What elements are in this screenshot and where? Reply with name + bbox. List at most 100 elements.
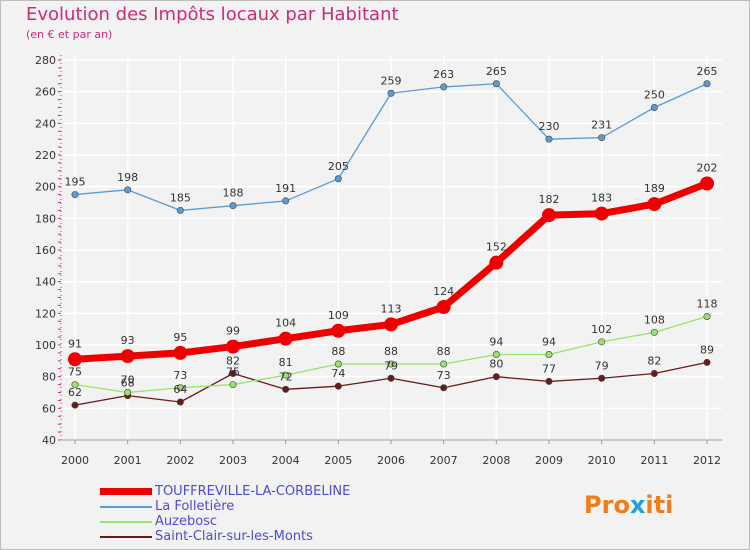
data-point bbox=[492, 80, 500, 88]
data-point bbox=[703, 358, 711, 366]
legend-item: TOUFFREVILLE-LA-CORBELINE bbox=[100, 484, 400, 499]
data-point bbox=[545, 350, 553, 358]
proxiti-logo: Proxiti bbox=[584, 491, 674, 519]
x-tick-label: 2005 bbox=[324, 454, 352, 467]
label-layer: 91 93 95 99 104 109 113 124 152 182 183 189 202 195 19… bbox=[65, 65, 718, 399]
data-label: 124 bbox=[433, 285, 454, 298]
data-point bbox=[282, 197, 290, 205]
data-label: 195 bbox=[65, 176, 86, 189]
data-label: 250 bbox=[644, 89, 665, 102]
data-label: 109 bbox=[328, 309, 349, 322]
data-point bbox=[489, 255, 504, 270]
data-label: 108 bbox=[644, 313, 665, 326]
y-tick-label: 60 bbox=[42, 402, 56, 415]
data-label: 88 bbox=[331, 345, 345, 358]
data-label: 64 bbox=[173, 383, 187, 396]
data-label: 152 bbox=[486, 241, 507, 254]
legend-item: La Folletière bbox=[100, 499, 400, 514]
data-point bbox=[331, 323, 346, 338]
legend: TOUFFREVILLE-LA-CORBELINE La Folletière Au… bbox=[100, 484, 400, 544]
data-label: 265 bbox=[697, 65, 718, 78]
x-tick-label: 2008 bbox=[482, 454, 510, 467]
legend-label: Saint-Clair-sur-les-Monts bbox=[155, 529, 313, 544]
data-point bbox=[71, 191, 79, 199]
legend-swatch bbox=[100, 488, 152, 495]
data-label: 68 bbox=[121, 377, 135, 390]
x-tick-label: 2007 bbox=[430, 454, 458, 467]
grid-layer bbox=[60, 55, 722, 441]
data-point bbox=[440, 83, 448, 91]
data-label: 263 bbox=[433, 68, 454, 81]
data-label: 73 bbox=[173, 369, 187, 382]
data-label: 62 bbox=[68, 386, 82, 399]
legend-swatch bbox=[100, 536, 152, 538]
data-point bbox=[229, 202, 237, 210]
chart-subtitle: (en € et par an) bbox=[26, 28, 113, 41]
data-point bbox=[71, 401, 79, 409]
data-label: 74 bbox=[331, 367, 345, 380]
chart-title: Evolution des Impôts locaux par Habitant bbox=[26, 4, 399, 25]
data-point bbox=[598, 134, 606, 142]
y-tick-label: 100 bbox=[35, 339, 56, 352]
data-label: 93 bbox=[121, 334, 135, 347]
y-tick-label: 80 bbox=[42, 371, 56, 384]
data-point bbox=[282, 371, 290, 379]
data-label: 104 bbox=[275, 317, 296, 330]
data-label: 202 bbox=[697, 162, 718, 175]
data-point bbox=[68, 352, 82, 367]
x-tick-label: 2012 bbox=[693, 454, 721, 467]
legend-label: Auzebosc bbox=[155, 514, 218, 529]
data-point bbox=[703, 312, 711, 320]
data-point bbox=[334, 360, 342, 368]
data-label: 188 bbox=[223, 187, 244, 200]
data-point bbox=[120, 349, 135, 364]
data-point bbox=[440, 384, 448, 392]
data-point bbox=[542, 208, 556, 223]
data-label: 70 bbox=[121, 374, 135, 387]
legend-swatch bbox=[100, 521, 152, 523]
data-label: 182 bbox=[539, 193, 560, 206]
legend-label: La Folletière bbox=[155, 499, 235, 514]
data-label: 80 bbox=[489, 358, 503, 371]
data-label: 73 bbox=[437, 369, 451, 382]
data-point bbox=[594, 206, 609, 221]
data-point bbox=[387, 360, 395, 368]
data-point bbox=[173, 345, 188, 360]
data-point bbox=[492, 373, 500, 381]
y-tick-label: 120 bbox=[35, 307, 56, 320]
data-point bbox=[384, 317, 398, 332]
data-label: 91 bbox=[68, 337, 82, 350]
data-label: 231 bbox=[591, 119, 612, 132]
data-label: 82 bbox=[647, 355, 661, 368]
legend-label: TOUFFREVILLE-LA-CORBELINE bbox=[155, 484, 351, 499]
data-point bbox=[703, 80, 711, 88]
data-point bbox=[647, 197, 662, 212]
y-tick-label: 40 bbox=[42, 434, 56, 447]
data-point bbox=[650, 328, 658, 336]
data-point bbox=[700, 176, 714, 191]
x-tick-label: 2006 bbox=[377, 454, 405, 467]
x-tick-label: 2001 bbox=[114, 454, 142, 467]
y-tick-label: 220 bbox=[35, 149, 56, 162]
x-tick-label: 2011 bbox=[640, 454, 668, 467]
data-point bbox=[334, 175, 342, 183]
data-point bbox=[176, 384, 184, 392]
data-label: 79 bbox=[595, 359, 609, 372]
x-tick-label: 2009 bbox=[535, 454, 563, 467]
x-tick-label: 2010 bbox=[588, 454, 616, 467]
data-label: 72 bbox=[279, 370, 293, 383]
y-tick-label: 140 bbox=[35, 276, 56, 289]
data-point bbox=[598, 338, 606, 346]
data-point bbox=[278, 331, 293, 346]
data-point bbox=[229, 369, 237, 377]
x-tick-label: 2004 bbox=[272, 454, 300, 467]
y-tick-label: 260 bbox=[35, 86, 56, 99]
data-label: 99 bbox=[226, 325, 240, 338]
data-point bbox=[124, 388, 132, 396]
data-label: 102 bbox=[591, 323, 612, 336]
data-label: 95 bbox=[173, 331, 187, 344]
data-label: 185 bbox=[170, 191, 191, 204]
data-point bbox=[282, 385, 290, 393]
data-label: 198 bbox=[117, 171, 138, 184]
